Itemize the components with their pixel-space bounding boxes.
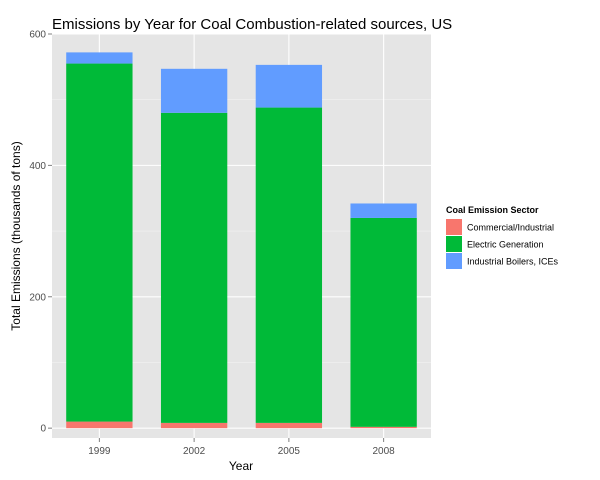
legend-label: Commercial/Industrial xyxy=(467,223,554,233)
y-axis-title: Total Emissions (thousands of tons) xyxy=(9,141,23,330)
x-tick-label: 2008 xyxy=(373,446,396,457)
y-tick-label: 0 xyxy=(40,424,46,435)
bars xyxy=(66,52,417,429)
bar-segment xyxy=(350,217,417,427)
bar-segment xyxy=(350,203,417,218)
bar-segment xyxy=(255,64,323,108)
chart-title: Emissions by Year for Coal Combustion-re… xyxy=(52,16,452,33)
bar-segment xyxy=(66,52,133,64)
bar-segment xyxy=(66,421,133,429)
legend-title: Coal Emission Sector xyxy=(446,205,539,215)
legend: Coal Emission Sector Commercial/Industri… xyxy=(446,205,559,269)
x-tick-label: 2002 xyxy=(183,446,206,457)
bar-segment xyxy=(350,426,417,429)
legend-swatch xyxy=(446,219,462,235)
bar-segment xyxy=(160,112,228,423)
y-tick-label: 600 xyxy=(29,30,46,41)
y-tick-label: 400 xyxy=(29,161,46,172)
legend-items: Commercial/Industrial Electric Generation… xyxy=(446,219,559,269)
x-axis-title: Year xyxy=(229,459,253,473)
y-axis-ticks: 0 200 400 600 xyxy=(29,30,52,435)
bar-segment xyxy=(255,107,323,423)
legend-label: Industrial Boilers, ICEs xyxy=(467,257,559,267)
x-tick-label: 2005 xyxy=(278,446,301,457)
x-axis-ticks: 1999 2002 2005 2008 xyxy=(88,438,395,457)
x-tick-label: 1999 xyxy=(88,446,111,457)
legend-swatch xyxy=(446,236,462,252)
legend-swatch xyxy=(446,253,462,269)
bar-segment xyxy=(255,422,323,429)
bar-segment xyxy=(160,422,228,429)
bar-segment xyxy=(66,63,133,422)
legend-label: Electric Generation xyxy=(467,240,544,250)
y-tick-label: 200 xyxy=(29,292,46,303)
bar-segment xyxy=(160,68,228,113)
